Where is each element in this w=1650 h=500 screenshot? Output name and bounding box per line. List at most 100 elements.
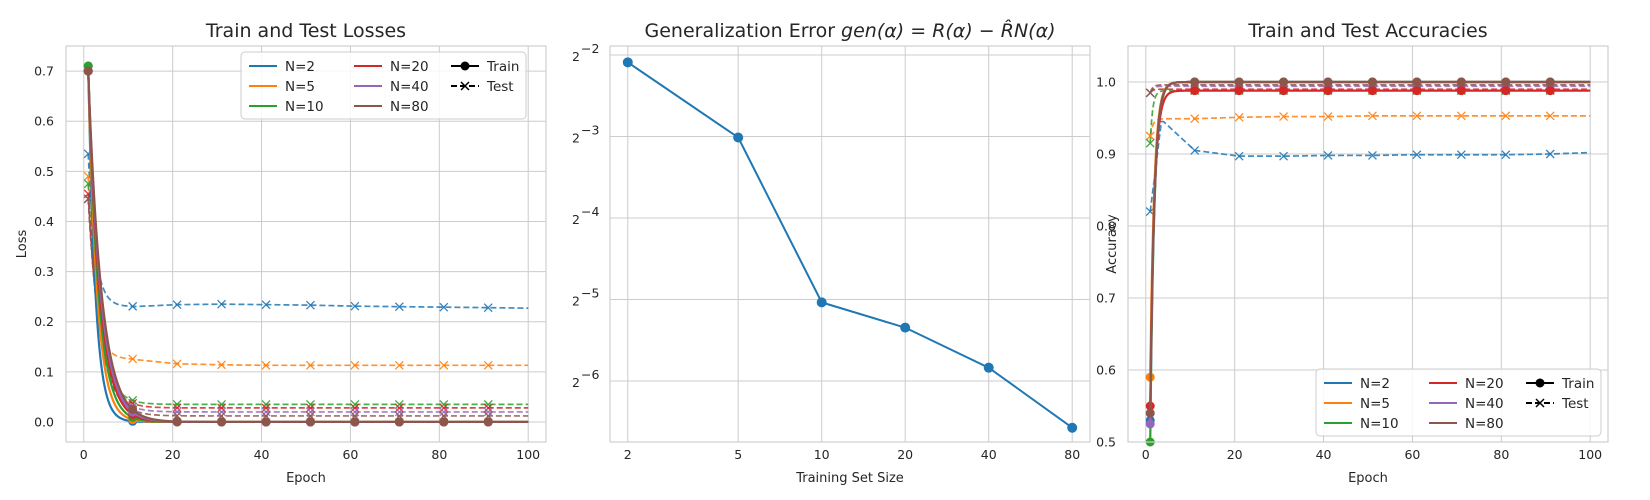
x-tick-label: 80: [1493, 447, 1509, 462]
test-marker-N10: [1145, 138, 1155, 148]
test-marker-N5: [1323, 112, 1333, 122]
test-marker-N20: [350, 403, 360, 413]
legend-label: N=20: [390, 59, 429, 75]
test-marker-N2: [1323, 150, 1333, 160]
marker-stroke: [1323, 150, 1333, 160]
marker-stroke: [1190, 114, 1200, 124]
marker-stroke: [172, 403, 182, 413]
train-marker-N80: [1323, 77, 1333, 87]
test-marker-N2: [261, 300, 271, 310]
train-marker-N80: [1367, 77, 1377, 87]
test-marker-N40: [350, 407, 360, 417]
ticks-generalization: 2 5 10 20 40 802−22−32−42−52−6: [572, 41, 1080, 462]
marker-stroke: [1145, 88, 1155, 98]
train-marker-N80: [350, 417, 360, 427]
train-marker-N80: [1234, 77, 1244, 87]
y-tick-base: 2: [572, 294, 580, 309]
legend-label: Train: [486, 59, 519, 75]
test-marker-N5: [305, 360, 315, 370]
train-marker-N40: [1145, 419, 1155, 429]
test-marker-N2: [1501, 150, 1511, 160]
test-marker-N20: [394, 403, 404, 413]
marker-stroke: [172, 407, 182, 417]
test-marker-N2: [1234, 151, 1244, 161]
train-marker-N80: [1545, 77, 1555, 87]
test-marker-N5: [128, 354, 138, 364]
test-marker-N80: [1145, 88, 1155, 98]
marker-stroke: [483, 303, 493, 313]
marker-stroke: [1412, 111, 1422, 121]
test-marker-N20: [261, 403, 271, 413]
marker-stroke: [439, 360, 449, 370]
train-marker-N20: [1412, 86, 1422, 96]
marker-stroke: [305, 403, 315, 413]
train-marker-N80: [439, 417, 449, 427]
test-marker-N2: [1456, 150, 1466, 160]
legend-accuracies: N=2 N=5 N=10 N=20 N=40 N=80 Train Test: [1315, 368, 1602, 437]
test-marker-N5: [483, 360, 493, 370]
marker-stroke: [483, 403, 493, 413]
legend-label: N=5: [1360, 396, 1390, 412]
marker-stroke: [1145, 138, 1155, 148]
generalization-line: [627, 61, 1073, 429]
train-marker-N80: [172, 417, 182, 427]
series-lines-losses: [83, 61, 529, 427]
test-marker-N40: [439, 407, 449, 417]
test-marker-N40: [261, 407, 271, 417]
series-line-N5-test: [1149, 114, 1591, 137]
legend-label: N=2: [285, 59, 315, 75]
test-marker-N2: [217, 299, 227, 309]
x-tick-label: 20: [1227, 447, 1243, 462]
marker-stroke: [261, 403, 271, 413]
x-tick-label: 40: [981, 447, 997, 462]
panel-losses: 0 20 40 60 80 100 0.0 0.1 0.2 0.3 0.4 0.5 0.6 0.7 Tra…: [15, 20, 547, 486]
y-tick-exponent: −5: [581, 286, 599, 301]
legend-label: N=2: [1360, 376, 1390, 392]
marker-stroke: [1323, 112, 1333, 122]
y-tick-label: 0.7: [34, 64, 54, 79]
marker-stroke: [439, 403, 449, 413]
title-losses: Train and Test Losses: [205, 20, 406, 42]
train-marker-N20: [1323, 86, 1333, 96]
series-line-N80-test: [87, 198, 529, 417]
marker-stroke: [1545, 111, 1555, 121]
y-tick-label: 0.6: [34, 114, 54, 129]
test-marker-N2: [1545, 149, 1555, 159]
ylabel-accuracies: Accuracy: [1105, 214, 1120, 274]
marker-stroke: [394, 403, 404, 413]
test-marker-N5: [1456, 111, 1466, 121]
y-tick-label: 0.5: [34, 164, 54, 179]
y-tick-label: 2: [572, 49, 580, 64]
test-marker-N5: [1545, 111, 1555, 121]
y-tick-label: 0.1: [34, 364, 54, 379]
marker-stroke: [483, 399, 493, 409]
test-marker-N2: [305, 300, 315, 310]
test-marker-N5: [394, 360, 404, 370]
test-marker-N20: [172, 403, 182, 413]
test-marker-N2: [439, 302, 449, 312]
legend-label: N=80: [390, 99, 429, 115]
marker-stroke: [460, 81, 470, 91]
marker-stroke: [1501, 150, 1511, 160]
marker-stroke: [305, 407, 315, 417]
marker-stroke: [172, 300, 182, 310]
panel-accuracies: 0 20 40 60 80 100 0.5 0.6 0.7 0.8 0.9 1.0 Train and…: [1096, 20, 1609, 486]
y-tick-label: 0.4: [34, 214, 54, 229]
y-tick-exponent: −2: [581, 41, 599, 56]
y-tick-label: 0.5: [1096, 435, 1116, 450]
marker-stroke: [439, 399, 449, 409]
y-tick-label: 2: [572, 294, 580, 309]
train-marker-N80: [1279, 77, 1289, 87]
legend-label: N=10: [285, 99, 324, 115]
y-tick-base: 2: [572, 131, 580, 146]
x-tick-label: 10: [814, 447, 830, 462]
legend-box: [240, 51, 527, 120]
legend-label: Test: [486, 79, 514, 95]
grid-generalization: [610, 46, 1090, 442]
xlabel-losses: Epoch: [286, 471, 326, 486]
marker-stroke: [305, 300, 315, 310]
test-marker-N20: [483, 403, 493, 413]
train-marker-N80: [217, 417, 227, 427]
series-line-generalization: [622, 57, 1078, 433]
ylabel-losses: Loss: [15, 230, 30, 259]
